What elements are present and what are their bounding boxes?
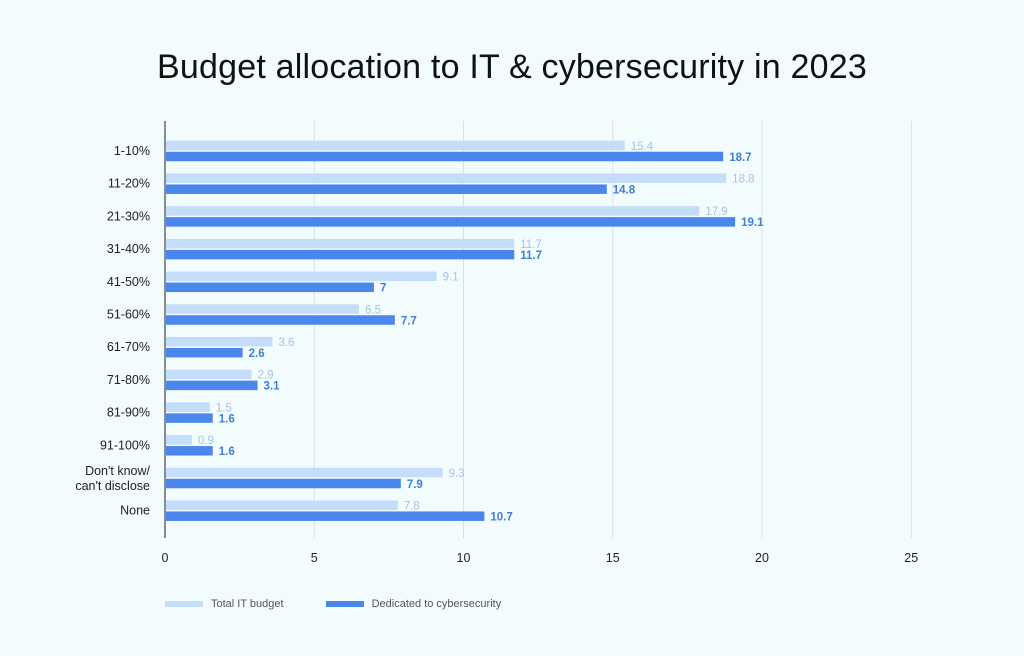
legend-item-cybersecurity: Dedicated to cybersecurity <box>325 598 502 610</box>
bar-cybersecurity-71-80 <box>166 380 258 391</box>
value-label-cybersecurity-none: 10.7 <box>490 511 512 523</box>
value-label-total-it-91-100: 0.9 <box>198 435 214 447</box>
value-label-total-it-1-10: 15.4 <box>631 141 654 153</box>
bars <box>166 140 736 521</box>
value-label-cybersecurity-71-80: 3.1 <box>264 381 281 393</box>
value-label-cybersecurity-51-60: 7.7 <box>401 315 417 327</box>
value-label-total-it-81-90: 1.5 <box>216 402 232 414</box>
category-label-11-20: 11-20% <box>108 177 150 191</box>
bar-total-it-51-60 <box>166 304 360 314</box>
value-label-cybersecurity-31-40: 11.7 <box>520 250 542 262</box>
value-label-cybersecurity-don-t-know-can-t-disclose: 7.9 <box>407 479 423 491</box>
category-label-51-60: 51-60% <box>107 308 150 322</box>
bar-cybersecurity-81-90 <box>166 413 213 423</box>
bar-total-it-11-20 <box>166 173 727 183</box>
category-label-61-70: 61-70% <box>107 340 150 354</box>
category-label-don-t-know-can-t-disclose: Don't know/can't disclose <box>75 464 150 493</box>
x-tick-label-25: 25 <box>904 551 918 565</box>
category-label-81-90: 81-90% <box>107 406 150 420</box>
bar-total-it-31-40 <box>166 238 515 249</box>
legend: Total IT budget Dedicated to cybersecuri… <box>165 598 543 610</box>
legend-label-cybersecurity: Dedicated to cybersecurity <box>371 598 502 610</box>
bar-total-it-1-10 <box>166 140 625 151</box>
bar-cybersecurity-31-40 <box>166 249 515 260</box>
bar-total-it-none <box>166 500 398 510</box>
value-label-total-it-none: 7.8 <box>404 500 420 512</box>
legend-swatch-total-it <box>165 601 203 607</box>
bar-cybersecurity-don-t-know-can-t-disclose <box>166 478 401 489</box>
value-label-cybersecurity-91-100: 1.6 <box>219 446 235 458</box>
value-label-total-it-11-20: 18.8 <box>732 173 754 185</box>
x-tick-label-5: 5 <box>311 551 318 565</box>
category-label-91-100: 91-100% <box>100 438 150 452</box>
value-label-cybersecurity-61-70: 2.6 <box>249 348 265 360</box>
bar-cybersecurity-41-50 <box>166 282 374 293</box>
value-label-cybersecurity-41-50: 7 <box>380 283 386 295</box>
category-label-none: None <box>120 504 150 518</box>
category-label-71-80: 71-80% <box>107 373 150 387</box>
value-label-cybersecurity-81-90: 1.6 <box>219 413 235 425</box>
bar-cybersecurity-21-30 <box>166 217 736 227</box>
bar-cybersecurity-91-100 <box>166 446 213 456</box>
category-label-21-30: 21-30% <box>107 209 150 223</box>
value-label-total-it-51-60: 6.5 <box>365 304 381 316</box>
bar-total-it-41-50 <box>166 271 437 282</box>
value-label-cybersecurity-1-10: 18.7 <box>729 152 751 164</box>
legend-swatch-cybersecurity <box>325 601 364 607</box>
bar-cybersecurity-none <box>166 511 485 521</box>
chart-title: Budget allocation to IT & cybersecurity … <box>157 48 867 86</box>
bar-total-it-81-90 <box>166 402 210 412</box>
legend-label-total-it: Total IT budget <box>211 598 284 610</box>
bar-total-it-don-t-know-can-t-disclose <box>166 467 443 478</box>
category-label-41-50: 41-50% <box>107 275 150 289</box>
bar-cybersecurity-1-10 <box>166 151 724 162</box>
value-label-total-it-don-t-know-can-t-disclose: 9.3 <box>449 468 465 480</box>
x-tick-label-0: 0 <box>162 551 169 565</box>
value-label-total-it-61-70: 3.6 <box>278 337 294 349</box>
category-label-31-40: 31-40% <box>107 242 150 256</box>
bar-cybersecurity-61-70 <box>166 347 243 358</box>
labels: 0 5 10 15 20 25 1-10% 15.4 18.7 11-20% 18.8 14.8 21-… <box>75 141 918 565</box>
value-label-total-it-31-40: 11.7 <box>520 239 542 251</box>
value-label-total-it-21-30: 17.9 <box>705 206 727 218</box>
x-tick-label-10: 10 <box>457 551 471 565</box>
category-label-1-10: 1-10% <box>114 144 150 158</box>
bar-total-it-71-80 <box>166 369 252 380</box>
bar-cybersecurity-11-20 <box>166 184 607 194</box>
bar-cybersecurity-51-60 <box>166 315 395 325</box>
bar-total-it-61-70 <box>166 336 273 347</box>
legend-item-total-it: Total IT budget <box>165 598 284 610</box>
value-label-cybersecurity-21-30: 19.1 <box>741 217 764 229</box>
value-label-total-it-71-80: 2.9 <box>258 370 274 382</box>
bar-total-it-21-30 <box>166 206 700 216</box>
value-label-cybersecurity-11-20: 14.8 <box>613 184 636 196</box>
x-tick-label-15: 15 <box>606 551 620 565</box>
bar-total-it-91-100 <box>166 435 192 445</box>
value-label-total-it-41-50: 9.1 <box>443 272 459 284</box>
x-tick-label-20: 20 <box>755 551 769 565</box>
